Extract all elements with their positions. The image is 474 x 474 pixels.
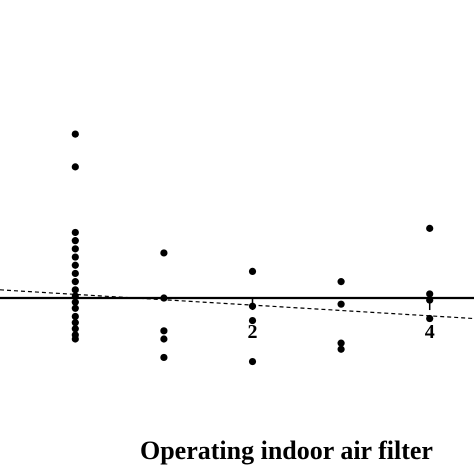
data-point [337,278,345,286]
data-point [71,278,79,286]
data-point [160,249,168,257]
data-point [71,312,79,321]
data-point [71,261,79,269]
data-point [337,300,345,308]
data-point [426,314,434,323]
data-point [426,296,434,304]
data-point [71,319,79,327]
data-point [248,316,257,325]
x-tick-label: 4 [425,321,435,343]
data-point [71,292,79,300]
data-point [248,302,257,310]
data-point [71,253,79,261]
data-point [71,286,79,294]
data-point [248,357,257,366]
data-point [71,237,79,245]
data-point [71,325,79,333]
data-point [160,335,168,343]
data-point [71,269,79,278]
data-point [248,267,257,275]
data-point [71,335,79,343]
data-point [71,298,79,306]
x-tick-label: 2 [248,321,258,343]
data-point [160,353,168,362]
trend-line [0,289,474,320]
data-point [71,130,79,138]
data-point [71,228,79,237]
x-axis-label: Operating indoor air filter [140,436,433,465]
data-point [426,224,434,232]
data-point [160,327,168,335]
data-point [71,245,79,253]
data-point [71,304,79,312]
data-point [71,163,79,171]
data-point [160,294,168,302]
data-point [337,339,345,347]
data-point [426,290,434,298]
data-point [337,345,345,353]
